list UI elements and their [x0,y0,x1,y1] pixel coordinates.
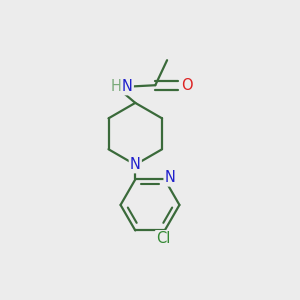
Text: O: O [181,78,192,93]
Text: N: N [130,157,141,172]
Text: H: H [111,79,122,94]
Text: N: N [165,170,176,185]
Text: Cl: Cl [156,231,170,246]
Text: N: N [122,79,133,94]
